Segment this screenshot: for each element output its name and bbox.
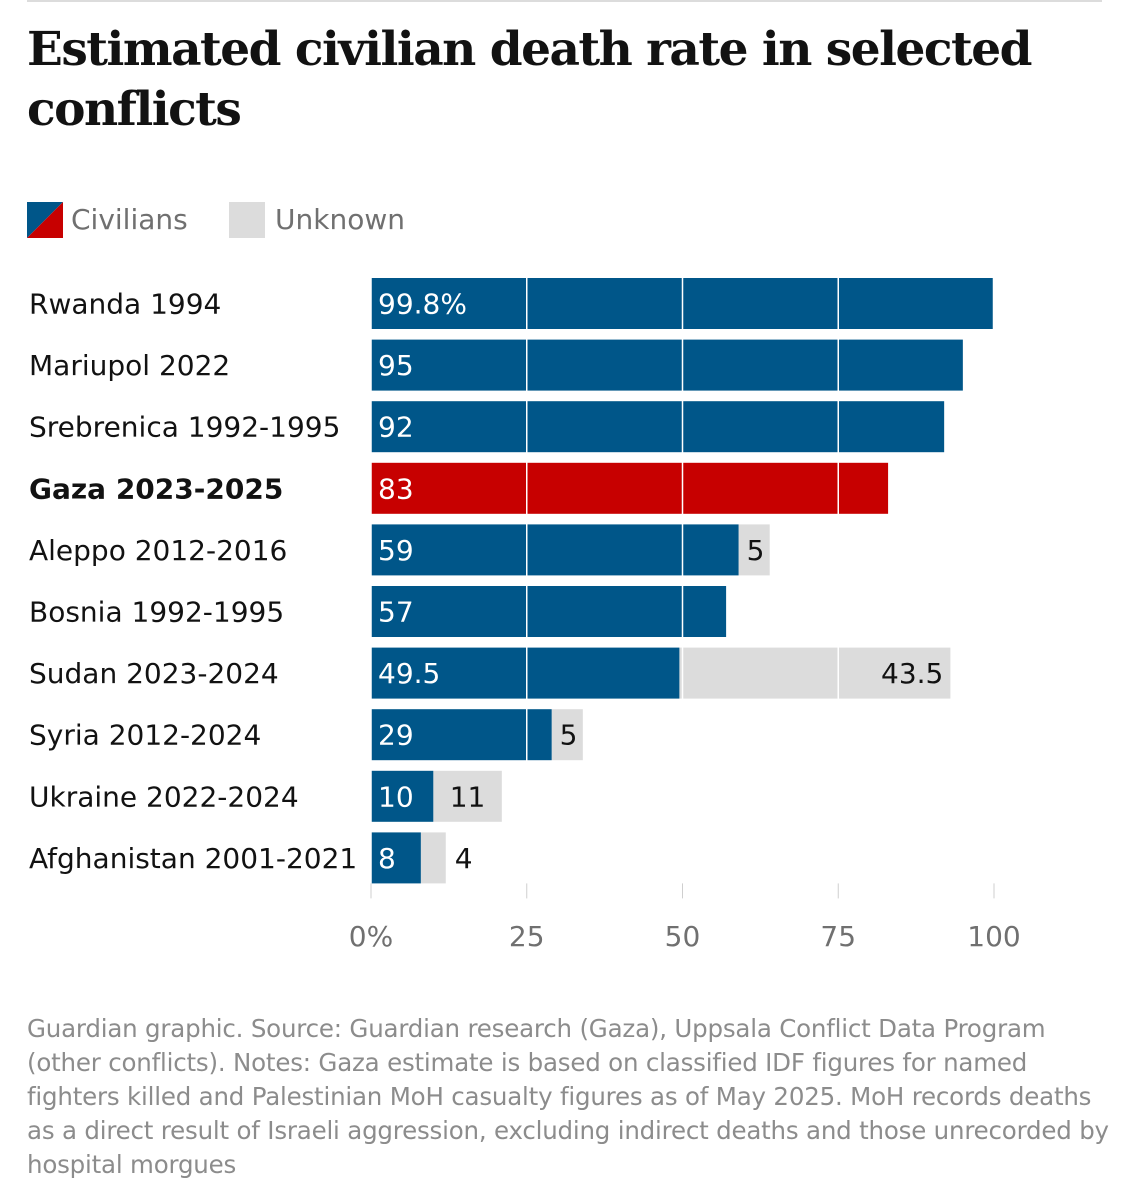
unknown-value-label: 11 (450, 780, 486, 813)
bar-chart: Rwanda 1994 Mariupol 2022 Srebrenica 1992-… (29, 278, 1021, 953)
civilians-value-label: 49.5 (378, 657, 440, 690)
civilians-value-label: 59 (378, 534, 414, 567)
x-tick-label: 0% (349, 920, 393, 953)
x-tick-label: 75 (820, 920, 856, 953)
civilians-value-label: 99.8% (378, 288, 467, 321)
category-label: Bosnia 1992-1995 (29, 596, 284, 629)
civilians-bar (371, 524, 739, 576)
top-rule (27, 0, 1102, 2)
civilians-value-label: 83 (378, 472, 414, 505)
legend-label-civilians: Civilians (71, 203, 188, 236)
unknown-bar (679, 647, 951, 699)
unknown-value-label: 5 (747, 534, 765, 567)
unknown-value-label: 5 (560, 719, 578, 752)
civilians-bar (371, 832, 421, 884)
x-tick-label: 25 (509, 920, 545, 953)
footnote: Guardian graphic. Source: Guardian resea… (27, 1014, 1109, 1179)
highlight-bar (371, 462, 889, 514)
category-label: Ukraine 2022-2024 (29, 780, 299, 813)
civilians-bar (371, 401, 945, 453)
unknown-value-label: 43.5 (881, 657, 943, 690)
unknown-bar (420, 832, 446, 884)
civilians-value-label: 95 (378, 349, 414, 382)
chart-title: Estimated civilian death rate in selecte… (27, 22, 1032, 137)
category-label: Sudan 2023-2024 (29, 657, 279, 690)
x-tick-label: 50 (665, 920, 701, 953)
civilians-value-label: 8 (378, 842, 396, 875)
unknown-swatch-icon (229, 202, 265, 238)
unknown-bar (433, 770, 502, 822)
unknown-bar (551, 709, 583, 761)
civilians-value-label: 92 (378, 411, 414, 444)
civilians-value-label: 29 (378, 719, 414, 752)
civilians-bar (371, 709, 552, 761)
unknown-value-label: 4 (455, 842, 473, 875)
category-label: Mariupol 2022 (29, 349, 230, 382)
civilians-bar (371, 647, 680, 699)
category-label: Srebrenica 1992-1995 (29, 411, 340, 444)
category-label: Gaza 2023-2025 (29, 472, 283, 505)
category-label: Syria 2012-2024 (29, 719, 261, 752)
civilians-value-label: 10 (378, 780, 414, 813)
x-tick-label: 100 (967, 920, 1020, 953)
category-label: Rwanda 1994 (29, 288, 221, 321)
civilians-value-label: 57 (378, 596, 414, 629)
civilians-bar (371, 770, 434, 822)
category-label: Aleppo 2012-2016 (29, 534, 287, 567)
civilians-swatch-icon (27, 202, 63, 238)
civilians-bar (371, 339, 963, 391)
category-label: Afghanistan 2001-2021 (29, 842, 357, 875)
civilians-bar (371, 586, 727, 637)
legend-label-unknown: Unknown (275, 203, 405, 236)
unknown-bar (738, 524, 770, 576)
